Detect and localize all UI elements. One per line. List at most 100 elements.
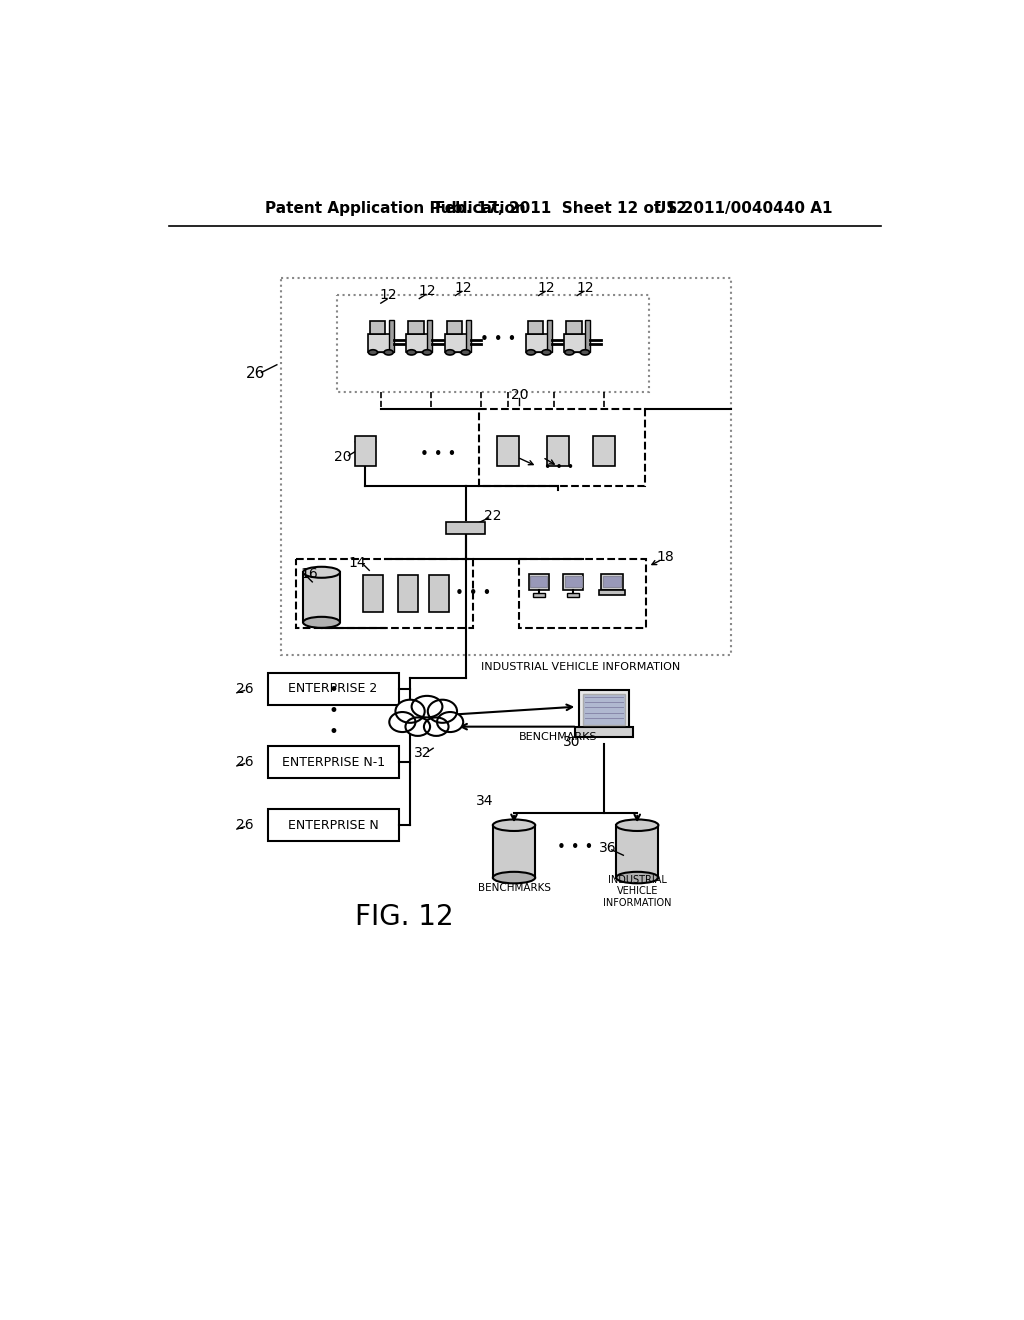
Text: 20: 20: [334, 450, 351, 465]
Bar: [479, 409, 645, 486]
Bar: [370, 321, 385, 334]
Ellipse shape: [437, 711, 463, 733]
Bar: [368, 334, 394, 352]
Ellipse shape: [389, 711, 416, 733]
Bar: [407, 334, 432, 352]
Bar: [267, 809, 398, 841]
Text: 12: 12: [418, 284, 436, 298]
Text: • • •: • • •: [557, 840, 594, 855]
Ellipse shape: [493, 820, 536, 832]
Bar: [427, 319, 432, 352]
Text: INDUSTRIAL
VEHICLE
INFORMATION: INDUSTRIAL VEHICLE INFORMATION: [603, 875, 672, 908]
Text: 36: 36: [599, 841, 616, 854]
Text: 26: 26: [236, 755, 253, 770]
Bar: [446, 521, 484, 535]
Text: FIG. 12: FIG. 12: [354, 903, 454, 931]
Bar: [601, 574, 623, 590]
Text: 32: 32: [415, 746, 432, 760]
Text: 14: 14: [349, 556, 367, 570]
Ellipse shape: [395, 700, 425, 723]
Bar: [530, 576, 547, 586]
Bar: [446, 321, 463, 334]
Ellipse shape: [445, 350, 455, 355]
Text: 22: 22: [483, 510, 501, 524]
Text: 20: 20: [511, 388, 528, 401]
Ellipse shape: [424, 718, 449, 737]
Text: 16: 16: [300, 568, 317, 581]
Bar: [565, 576, 582, 586]
Ellipse shape: [564, 350, 573, 355]
Bar: [267, 673, 398, 705]
Bar: [564, 334, 590, 352]
Text: 12: 12: [455, 281, 472, 294]
Bar: [364, 576, 383, 612]
Text: 26: 26: [236, 818, 253, 832]
Bar: [389, 319, 394, 352]
Ellipse shape: [303, 566, 340, 578]
Bar: [493, 825, 536, 878]
Text: 12: 12: [538, 281, 555, 294]
Text: • • •: • • •: [544, 462, 573, 474]
Ellipse shape: [369, 350, 378, 355]
Bar: [532, 594, 545, 597]
Text: 30: 30: [563, 735, 581, 748]
Ellipse shape: [616, 871, 658, 883]
Bar: [281, 277, 731, 655]
Text: 12: 12: [577, 281, 594, 294]
Bar: [519, 558, 646, 628]
Bar: [583, 694, 626, 725]
Ellipse shape: [461, 350, 470, 355]
Bar: [296, 558, 473, 628]
Bar: [303, 573, 340, 622]
Text: ENTERPRISE 2: ENTERPRISE 2: [289, 682, 378, 696]
Text: 34: 34: [476, 795, 494, 808]
Text: 12: 12: [380, 289, 397, 302]
Ellipse shape: [493, 871, 536, 883]
Text: ENTERPRISE N: ENTERPRISE N: [288, 818, 379, 832]
Text: • • •: • • •: [455, 586, 492, 601]
Ellipse shape: [542, 350, 551, 355]
Text: ENTERPRISE N-1: ENTERPRISE N-1: [282, 755, 385, 768]
Text: 18: 18: [656, 550, 675, 564]
Bar: [397, 576, 418, 612]
Text: BENCHMARKS: BENCHMARKS: [477, 883, 551, 894]
Bar: [525, 334, 552, 352]
Bar: [616, 825, 658, 878]
Bar: [527, 321, 544, 334]
Bar: [567, 594, 580, 597]
Bar: [337, 296, 649, 392]
Text: BENCHMARKS: BENCHMARKS: [519, 733, 597, 742]
Bar: [563, 574, 584, 590]
Ellipse shape: [526, 350, 536, 355]
Ellipse shape: [616, 820, 658, 832]
Bar: [585, 319, 590, 352]
Text: Feb. 17, 2011  Sheet 12 of 12: Feb. 17, 2011 Sheet 12 of 12: [435, 201, 687, 216]
Text: • • •: • • •: [421, 447, 457, 462]
Ellipse shape: [303, 616, 340, 628]
Text: 26: 26: [246, 367, 265, 381]
Bar: [599, 590, 625, 595]
Bar: [580, 690, 629, 735]
Bar: [444, 334, 471, 352]
Bar: [409, 321, 424, 334]
Bar: [575, 727, 633, 737]
Ellipse shape: [400, 705, 454, 737]
Ellipse shape: [412, 696, 442, 718]
Bar: [497, 437, 518, 466]
Bar: [429, 576, 449, 612]
Bar: [593, 437, 614, 466]
Bar: [466, 319, 471, 352]
Text: US 2011/0040440 A1: US 2011/0040440 A1: [654, 201, 833, 216]
Ellipse shape: [407, 350, 416, 355]
Ellipse shape: [384, 350, 393, 355]
Ellipse shape: [581, 350, 590, 355]
Text: 26: 26: [236, 682, 253, 696]
Text: Patent Application Publication: Patent Application Publication: [265, 201, 526, 216]
Text: INDUSTRIAL VEHICLE INFORMATION: INDUSTRIAL VEHICLE INFORMATION: [481, 661, 681, 672]
Ellipse shape: [423, 350, 432, 355]
Text: •
•
•: • • •: [328, 681, 338, 741]
Bar: [566, 321, 582, 334]
Text: • • •: • • •: [480, 331, 517, 347]
Bar: [547, 437, 568, 466]
Ellipse shape: [406, 718, 430, 737]
